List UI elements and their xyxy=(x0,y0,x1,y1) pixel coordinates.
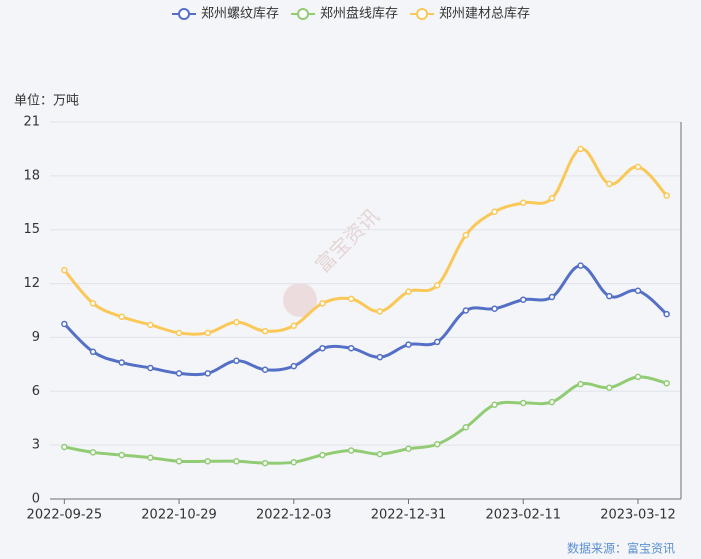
data-point xyxy=(491,208,498,216)
data-point xyxy=(61,443,68,451)
data-point xyxy=(663,192,670,199)
data-point xyxy=(634,373,642,381)
data-point xyxy=(347,295,355,303)
data-point xyxy=(347,447,355,454)
y-tick-label: 15 xyxy=(23,222,40,237)
data-point xyxy=(548,293,556,301)
data-point xyxy=(261,366,269,373)
data-point xyxy=(61,266,68,274)
data-point xyxy=(147,321,154,329)
data-point xyxy=(577,145,584,153)
data-point xyxy=(290,362,298,370)
data-point xyxy=(347,344,355,352)
legend-marker xyxy=(297,8,310,20)
data-point xyxy=(175,329,183,337)
data-point xyxy=(290,458,298,466)
legend-label: 郑州建材总库存 xyxy=(439,6,530,22)
data-point xyxy=(433,338,441,346)
y-tick-label: 21 xyxy=(23,115,40,130)
y-tick-label: 6 xyxy=(32,384,40,399)
data-point xyxy=(319,300,326,307)
data-point xyxy=(261,327,269,335)
data-point xyxy=(491,305,498,312)
data-point xyxy=(606,384,613,391)
data-point xyxy=(577,380,584,388)
data-point xyxy=(634,287,642,295)
data-point xyxy=(577,262,584,269)
data-point xyxy=(290,322,298,330)
data-point xyxy=(433,282,441,289)
data-point xyxy=(606,292,613,300)
legend-label: 郑州螺纹库存 xyxy=(201,6,279,22)
data-point xyxy=(663,310,670,318)
data-point xyxy=(204,370,211,377)
y-tick-label: 9 xyxy=(32,330,40,345)
data-point xyxy=(663,379,670,387)
data-point xyxy=(319,344,326,352)
x-tick-label: 2023-03-12 xyxy=(600,508,676,523)
unit-label: 单位：万吨 xyxy=(14,94,79,109)
data-point xyxy=(462,231,470,239)
data-point xyxy=(233,458,240,465)
data-point xyxy=(548,195,556,202)
legend-marker xyxy=(178,8,190,20)
data-point xyxy=(520,296,527,303)
series-line xyxy=(63,147,668,336)
data-point xyxy=(405,288,412,295)
data-point xyxy=(118,451,125,459)
data-point xyxy=(491,401,498,408)
legend: 郑州螺纹库存 郑州盘线库存 郑州建材总库存 xyxy=(172,6,530,22)
y-tick-label: 12 xyxy=(23,276,40,291)
data-point xyxy=(118,313,125,321)
data-point xyxy=(147,454,154,461)
y-tick-label: 0 xyxy=(32,492,40,507)
data-point xyxy=(520,199,527,207)
data-point xyxy=(89,348,97,356)
data-point xyxy=(147,364,154,372)
data-point xyxy=(233,318,240,326)
data-point xyxy=(319,451,326,459)
y-tick-label: 3 xyxy=(32,438,40,453)
watermark-text: 富宝资讯 xyxy=(310,204,384,278)
data-point xyxy=(175,370,183,377)
watermark-logo xyxy=(283,283,317,317)
x-tick-label: 2023-02-11 xyxy=(485,508,561,523)
data-point xyxy=(376,450,384,458)
data-point xyxy=(462,307,470,314)
data-point xyxy=(175,458,183,465)
legend-marker xyxy=(416,8,429,20)
data-point xyxy=(204,458,211,465)
data-point xyxy=(433,440,441,448)
data-point xyxy=(204,329,211,337)
data-point xyxy=(548,398,556,406)
x-tick-label: 2022-10-29 xyxy=(141,508,217,523)
x-tick-label: 2022-09-25 xyxy=(27,508,103,523)
data-point xyxy=(376,308,384,315)
source: 数据来源：富宝资讯 xyxy=(567,541,675,556)
data-point xyxy=(462,423,470,431)
x-tick-label: 2022-12-03 xyxy=(256,508,332,523)
series-line xyxy=(64,375,668,465)
y-tick-label: 18 xyxy=(23,168,40,183)
data-point xyxy=(89,300,97,307)
x-tick-label: 2022-12-31 xyxy=(371,508,447,523)
data-point xyxy=(405,341,412,348)
data-point xyxy=(118,359,125,366)
data-point xyxy=(405,445,412,452)
data-point xyxy=(520,399,527,407)
data-point xyxy=(61,320,68,328)
series-line xyxy=(63,264,668,377)
data-point xyxy=(634,163,642,171)
data-point xyxy=(233,357,240,365)
data-point xyxy=(606,180,613,188)
data-point xyxy=(89,449,97,456)
legend-label: 郑州盘线库存 xyxy=(320,6,398,22)
data-point xyxy=(376,353,384,361)
data-point xyxy=(261,459,269,467)
